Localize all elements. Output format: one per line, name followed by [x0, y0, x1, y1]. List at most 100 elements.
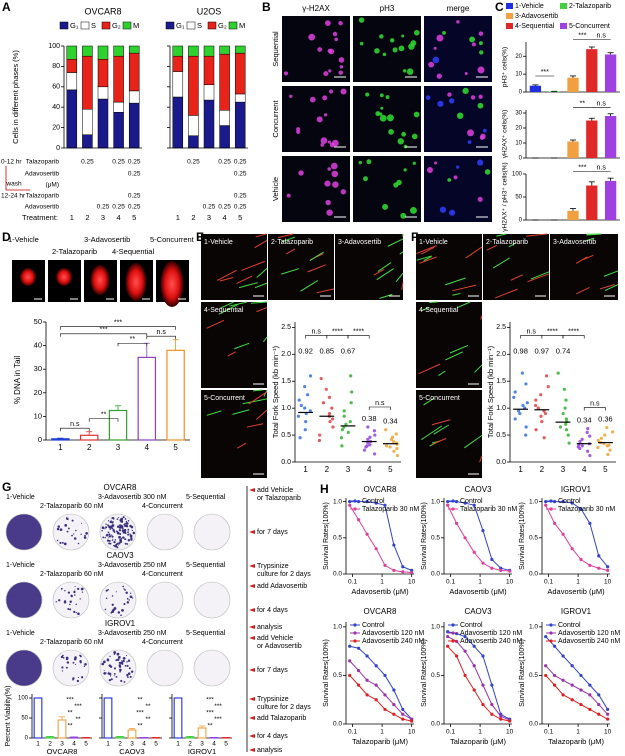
colony	[118, 526, 122, 529]
fiber	[281, 236, 296, 243]
significance: ***	[114, 320, 122, 327]
colony	[119, 664, 122, 666]
colony	[111, 539, 113, 542]
colony	[117, 533, 119, 535]
colony	[85, 532, 88, 535]
data-point	[605, 425, 609, 430]
plate	[5, 581, 43, 619]
data-point	[499, 714, 503, 718]
bar	[567, 77, 579, 92]
data-point	[606, 452, 610, 457]
data-point	[296, 414, 300, 418]
nucleus	[456, 20, 460, 24]
sig-bracket	[60, 326, 176, 330]
x-tick-label: 5	[603, 465, 608, 474]
bar-segment	[66, 59, 78, 73]
image-label: 2-Talazoparib	[271, 239, 313, 246]
data-point	[348, 659, 352, 663]
comet	[20, 268, 36, 286]
data-point	[585, 449, 590, 453]
dose: 0.25	[234, 159, 247, 166]
nucleus	[467, 140, 472, 144]
nucleus	[471, 42, 476, 47]
data-point	[578, 439, 582, 444]
y-axis-label: Cells in different phases (%)	[11, 50, 20, 144]
treatment-number: 2	[191, 213, 195, 222]
fiber	[238, 282, 258, 289]
legend-label: Adavosertib 120 nM	[558, 630, 620, 637]
dose: 0.25	[128, 204, 141, 211]
x-tick-label: 1	[478, 579, 482, 586]
nucleus	[484, 169, 491, 175]
significance: ****	[547, 328, 558, 335]
significance: **	[67, 710, 73, 717]
colony	[77, 676, 80, 679]
data-point	[348, 420, 352, 424]
colony	[122, 585, 125, 588]
colony	[126, 661, 128, 663]
bar-segment	[82, 108, 93, 135]
colony	[116, 518, 119, 521]
nucleus	[477, 66, 485, 74]
legend-label: S	[197, 21, 202, 30]
plate	[5, 513, 43, 551]
significance: **	[67, 723, 73, 730]
x-tick-label: 1	[478, 729, 482, 736]
plate-label: 4-Concurrent	[142, 571, 183, 578]
colony	[126, 543, 129, 545]
fiber-image	[416, 302, 482, 388]
group-label: OVCAR8	[47, 747, 78, 756]
data-point	[395, 453, 400, 458]
data-point	[365, 532, 369, 536]
fiber-image	[201, 234, 267, 300]
data-point	[539, 414, 543, 418]
timeline-step: Trypsinize	[257, 563, 289, 570]
colony	[60, 587, 63, 590]
colony	[63, 600, 67, 604]
data-point	[561, 678, 565, 682]
fiber	[219, 277, 234, 282]
colony	[121, 663, 124, 665]
x-tick-label: 4	[142, 741, 146, 748]
panel-letter: C	[495, 0, 504, 14]
fiber	[395, 272, 404, 283]
nucleus	[479, 50, 484, 55]
colony	[115, 530, 118, 532]
colony	[81, 676, 84, 679]
fiber	[496, 233, 507, 237]
nucleus	[323, 113, 328, 117]
colony	[109, 542, 112, 545]
fiber	[599, 283, 615, 290]
colony	[124, 522, 126, 524]
nucleus	[322, 95, 328, 101]
significance: n.s	[590, 400, 600, 407]
data-point	[340, 444, 344, 448]
data-point	[542, 436, 546, 440]
x-axis-label: Adavosertib (μM)	[449, 587, 507, 596]
timeline-step: for 7 days	[257, 529, 288, 536]
y-tick-label: 0.0	[496, 459, 506, 466]
chart-title: U2OS	[197, 6, 222, 16]
significance: ****	[568, 328, 579, 335]
colony	[116, 525, 120, 528]
timeline-step: for 7 days	[257, 667, 288, 674]
nucleus	[330, 162, 338, 170]
plate	[146, 513, 184, 551]
x-tick-label: 5	[173, 443, 178, 452]
bar-segment	[188, 55, 199, 116]
significance: **	[101, 412, 107, 419]
bar-segment	[82, 55, 93, 110]
comet	[125, 263, 147, 301]
data-point	[374, 683, 378, 687]
fiber	[232, 409, 250, 415]
timeline-arrow	[249, 564, 255, 568]
colony	[77, 542, 80, 545]
nucleus	[323, 71, 329, 77]
fiber	[377, 262, 392, 272]
data-point	[563, 406, 567, 410]
series-line	[349, 645, 413, 720]
data-point	[518, 411, 522, 416]
sig-bracket	[562, 335, 585, 339]
data-point	[365, 500, 369, 504]
nucleus	[289, 94, 293, 98]
